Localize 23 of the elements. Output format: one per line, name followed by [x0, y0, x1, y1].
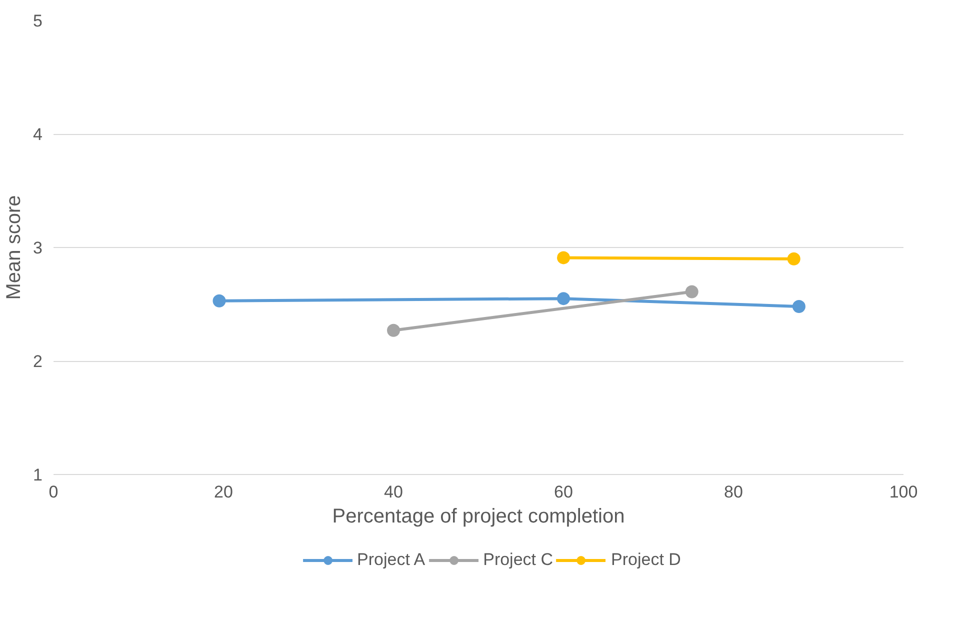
- x-tick-label: 60: [554, 482, 573, 502]
- legend-label: Project A: [357, 550, 426, 570]
- y-tick-label: 4: [33, 125, 43, 144]
- legend-label: Project C: [483, 550, 554, 570]
- legend-label: Project D: [611, 550, 681, 570]
- x-tick-label: 80: [724, 482, 743, 502]
- point: [387, 324, 400, 337]
- point: [212, 294, 226, 308]
- x-tick-label: 100: [889, 482, 918, 502]
- point: [787, 252, 800, 266]
- y-tick-label: 5: [33, 12, 43, 30]
- x-tick-label: 20: [214, 482, 233, 502]
- x-axis-title: Percentage of project completion: [332, 506, 625, 528]
- point: [685, 285, 698, 298]
- x-tick-label: 0: [48, 482, 58, 502]
- x-tick-label: 40: [384, 482, 403, 502]
- y-axis-title: Mean score: [3, 195, 26, 300]
- point: [557, 292, 570, 306]
- point: [792, 300, 806, 314]
- y-tick-label: 3: [33, 238, 43, 258]
- y-tick-label: 1: [33, 466, 43, 484]
- point: [557, 251, 570, 264]
- y-tick-label: 2: [33, 352, 43, 371]
